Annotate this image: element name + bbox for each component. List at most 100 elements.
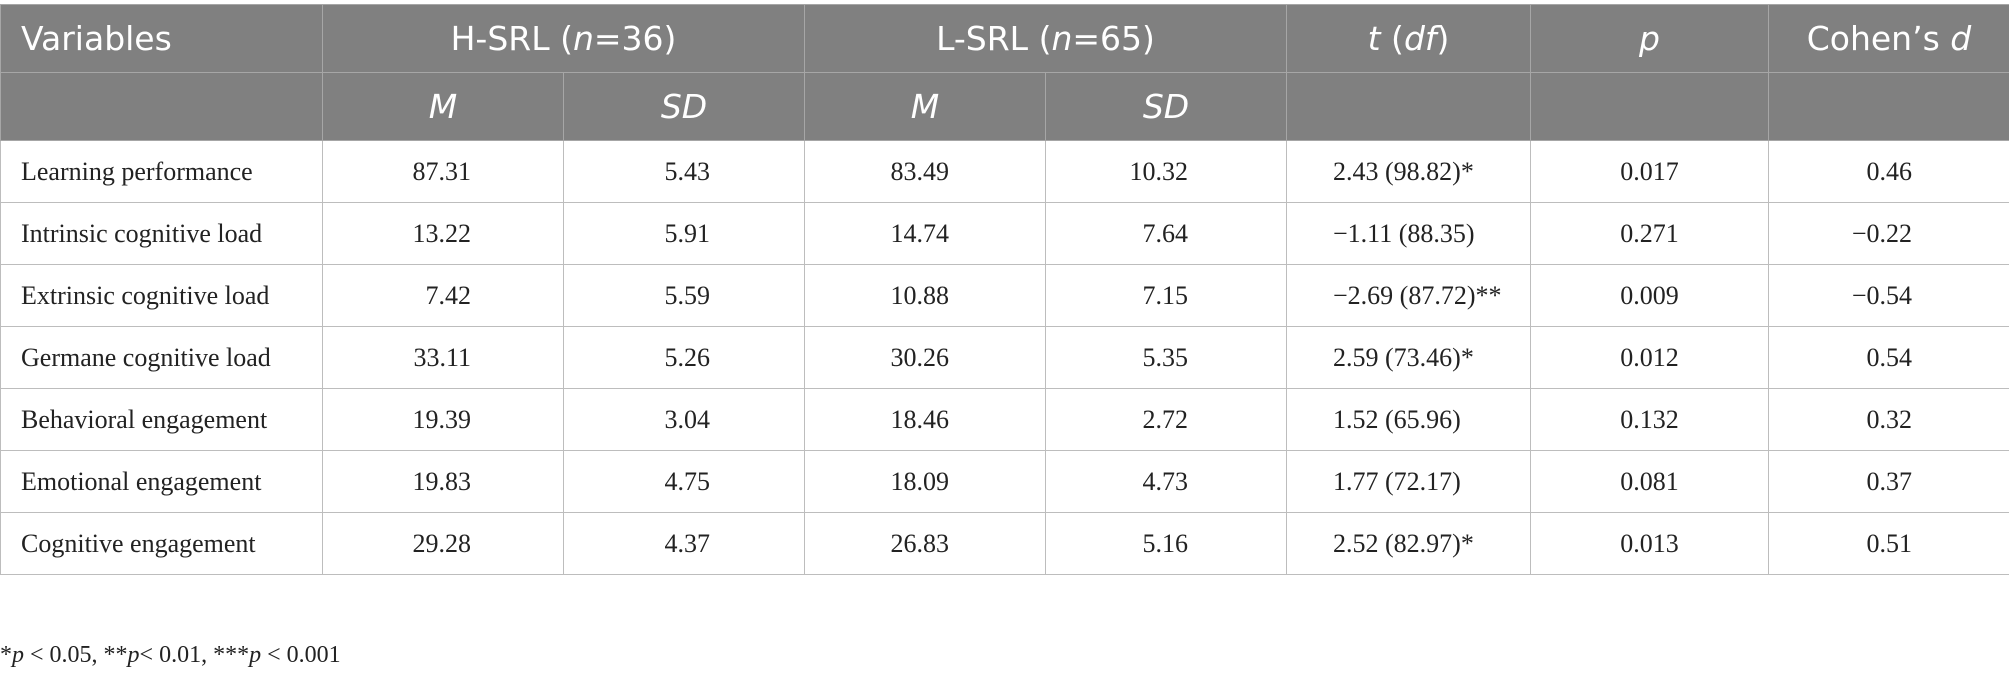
row-t-df: 2.59 (73.46)* bbox=[1286, 326, 1531, 389]
row-h-sd: 3.04 bbox=[563, 388, 805, 451]
footnote-rest-1: < 0.05, bbox=[24, 642, 104, 668]
row-t-df: 1.52 (65.96) bbox=[1286, 388, 1531, 451]
table-row: Emotional engagement 19.83 4.75 18.09 4.… bbox=[0, 450, 2009, 513]
row-p: 0.013 bbox=[1530, 512, 1769, 575]
row-l-m: 26.83 bbox=[804, 512, 1046, 575]
results-table: Variables H-SRL (n=36) L-SRL (n=65) t (d… bbox=[0, 4, 2009, 575]
row-h-sd: 4.75 bbox=[563, 450, 805, 513]
header-d: d bbox=[1950, 19, 1972, 58]
row-p: 0.012 bbox=[1530, 326, 1769, 389]
row-variable: Extrinsic cognitive load bbox=[0, 264, 323, 327]
table-footnote: *p < 0.05, **p< 0.01, ***p < 0.001 bbox=[0, 642, 341, 669]
row-l-m: 10.88 bbox=[804, 264, 1046, 327]
table-row: Intrinsic cognitive load 13.22 5.91 14.7… bbox=[0, 202, 2009, 265]
row-p: 0.017 bbox=[1530, 140, 1769, 203]
row-variable: Behavioral engagement bbox=[0, 388, 323, 451]
row-h-m: 19.39 bbox=[322, 388, 564, 451]
h-srl-n-label: n bbox=[572, 19, 594, 58]
footnote-p-2: p bbox=[127, 642, 140, 668]
header-row-1: Variables H-SRL (n=36) L-SRL (n=65) t (d… bbox=[0, 4, 2009, 73]
header-blank-3 bbox=[1530, 72, 1769, 141]
header-cohens-d: Cohen’s d bbox=[1768, 4, 2009, 73]
row-cohens-d: −0.54 bbox=[1768, 264, 2009, 327]
row-t-df: 2.52 (82.97)* bbox=[1286, 512, 1531, 575]
header-blank-1 bbox=[0, 72, 323, 141]
header-t: t bbox=[1367, 19, 1381, 58]
header-blank-4 bbox=[1768, 72, 2009, 141]
row-cohens-d: −0.22 bbox=[1768, 202, 2009, 265]
row-h-m: 29.28 bbox=[322, 512, 564, 575]
header-h-srl: H-SRL (n=36) bbox=[322, 4, 805, 73]
row-p: 0.009 bbox=[1530, 264, 1769, 327]
row-h-m: 13.22 bbox=[322, 202, 564, 265]
row-p: 0.132 bbox=[1530, 388, 1769, 451]
table-row: Cognitive engagement 29.28 4.37 26.83 5.… bbox=[0, 512, 2009, 575]
row-h-sd: 4.37 bbox=[563, 512, 805, 575]
row-variable: Learning performance bbox=[0, 140, 323, 203]
header-t-df: t (df) bbox=[1286, 4, 1531, 73]
row-t-df: 1.77 (72.17) bbox=[1286, 450, 1531, 513]
header-l-sd: SD bbox=[1045, 72, 1287, 141]
row-l-m: 14.74 bbox=[804, 202, 1046, 265]
footnote-star-2: ** bbox=[103, 642, 128, 668]
footnote-star-1: * bbox=[0, 642, 12, 668]
row-l-sd: 4.73 bbox=[1045, 450, 1287, 513]
footnote-p-3: p bbox=[249, 642, 262, 668]
l-srl-n-value: =65 bbox=[1072, 19, 1143, 58]
row-l-sd: 10.32 bbox=[1045, 140, 1287, 203]
row-t-df: −1.11 (88.35) bbox=[1286, 202, 1531, 265]
table-row: Behavioral engagement 19.39 3.04 18.46 2… bbox=[0, 388, 2009, 451]
row-t-df: 2.43 (98.82)* bbox=[1286, 140, 1531, 203]
row-h-sd: 5.59 bbox=[563, 264, 805, 327]
row-t-df: −2.69 (87.72)** bbox=[1286, 264, 1531, 327]
row-h-m: 19.83 bbox=[322, 450, 564, 513]
row-h-sd: 5.26 bbox=[563, 326, 805, 389]
row-l-sd: 5.16 bbox=[1045, 512, 1287, 575]
row-cohens-d: 0.46 bbox=[1768, 140, 2009, 203]
row-variable: Emotional engagement bbox=[0, 450, 323, 513]
header-row-2: M SD M SD bbox=[0, 72, 2009, 141]
row-variable: Cognitive engagement bbox=[0, 512, 323, 575]
header-variables: Variables bbox=[0, 4, 323, 73]
row-cohens-d: 0.37 bbox=[1768, 450, 2009, 513]
table-row: Learning performance 87.31 5.43 83.49 10… bbox=[0, 140, 2009, 203]
row-cohens-d: 0.54 bbox=[1768, 326, 2009, 389]
footnote-rest-2: < 0.01, bbox=[139, 642, 214, 668]
row-l-sd: 7.64 bbox=[1045, 202, 1287, 265]
l-srl-name: L-SRL bbox=[936, 19, 1029, 58]
h-srl-name: H-SRL bbox=[450, 19, 550, 58]
row-cohens-d: 0.51 bbox=[1768, 512, 2009, 575]
row-p: 0.081 bbox=[1530, 450, 1769, 513]
l-srl-n-label: n bbox=[1051, 19, 1073, 58]
row-l-m: 83.49 bbox=[804, 140, 1046, 203]
footnote-star-3: *** bbox=[213, 642, 250, 668]
row-h-sd: 5.43 bbox=[563, 140, 805, 203]
row-p: 0.271 bbox=[1530, 202, 1769, 265]
row-h-m: 7.42 bbox=[322, 264, 564, 327]
header-h-m: M bbox=[322, 72, 564, 141]
footnote-rest-3: < 0.001 bbox=[261, 642, 341, 668]
row-variable: Intrinsic cognitive load bbox=[0, 202, 323, 265]
table-row: Extrinsic cognitive load 7.42 5.59 10.88… bbox=[0, 264, 2009, 327]
header-h-sd: SD bbox=[563, 72, 805, 141]
header-l-m: M bbox=[804, 72, 1046, 141]
header-df: df bbox=[1403, 19, 1437, 58]
footnote-p-1: p bbox=[12, 642, 24, 668]
header-l-srl: L-SRL (n=65) bbox=[804, 4, 1287, 73]
row-h-m: 33.11 bbox=[322, 326, 564, 389]
row-h-sd: 5.91 bbox=[563, 202, 805, 265]
header-p: p bbox=[1530, 4, 1769, 73]
row-variable: Germane cognitive load bbox=[0, 326, 323, 389]
table-row: Germane cognitive load 33.11 5.26 30.26 … bbox=[0, 326, 2009, 389]
row-l-m: 18.46 bbox=[804, 388, 1046, 451]
h-srl-n-value: =36 bbox=[593, 19, 664, 58]
row-cohens-d: 0.32 bbox=[1768, 388, 2009, 451]
row-l-sd: 2.72 bbox=[1045, 388, 1287, 451]
header-cohens: Cohen’s bbox=[1806, 19, 1940, 58]
row-l-m: 30.26 bbox=[804, 326, 1046, 389]
row-l-sd: 5.35 bbox=[1045, 326, 1287, 389]
header-blank-2 bbox=[1286, 72, 1531, 141]
row-l-m: 18.09 bbox=[804, 450, 1046, 513]
row-h-m: 87.31 bbox=[322, 140, 564, 203]
row-l-sd: 7.15 bbox=[1045, 264, 1287, 327]
